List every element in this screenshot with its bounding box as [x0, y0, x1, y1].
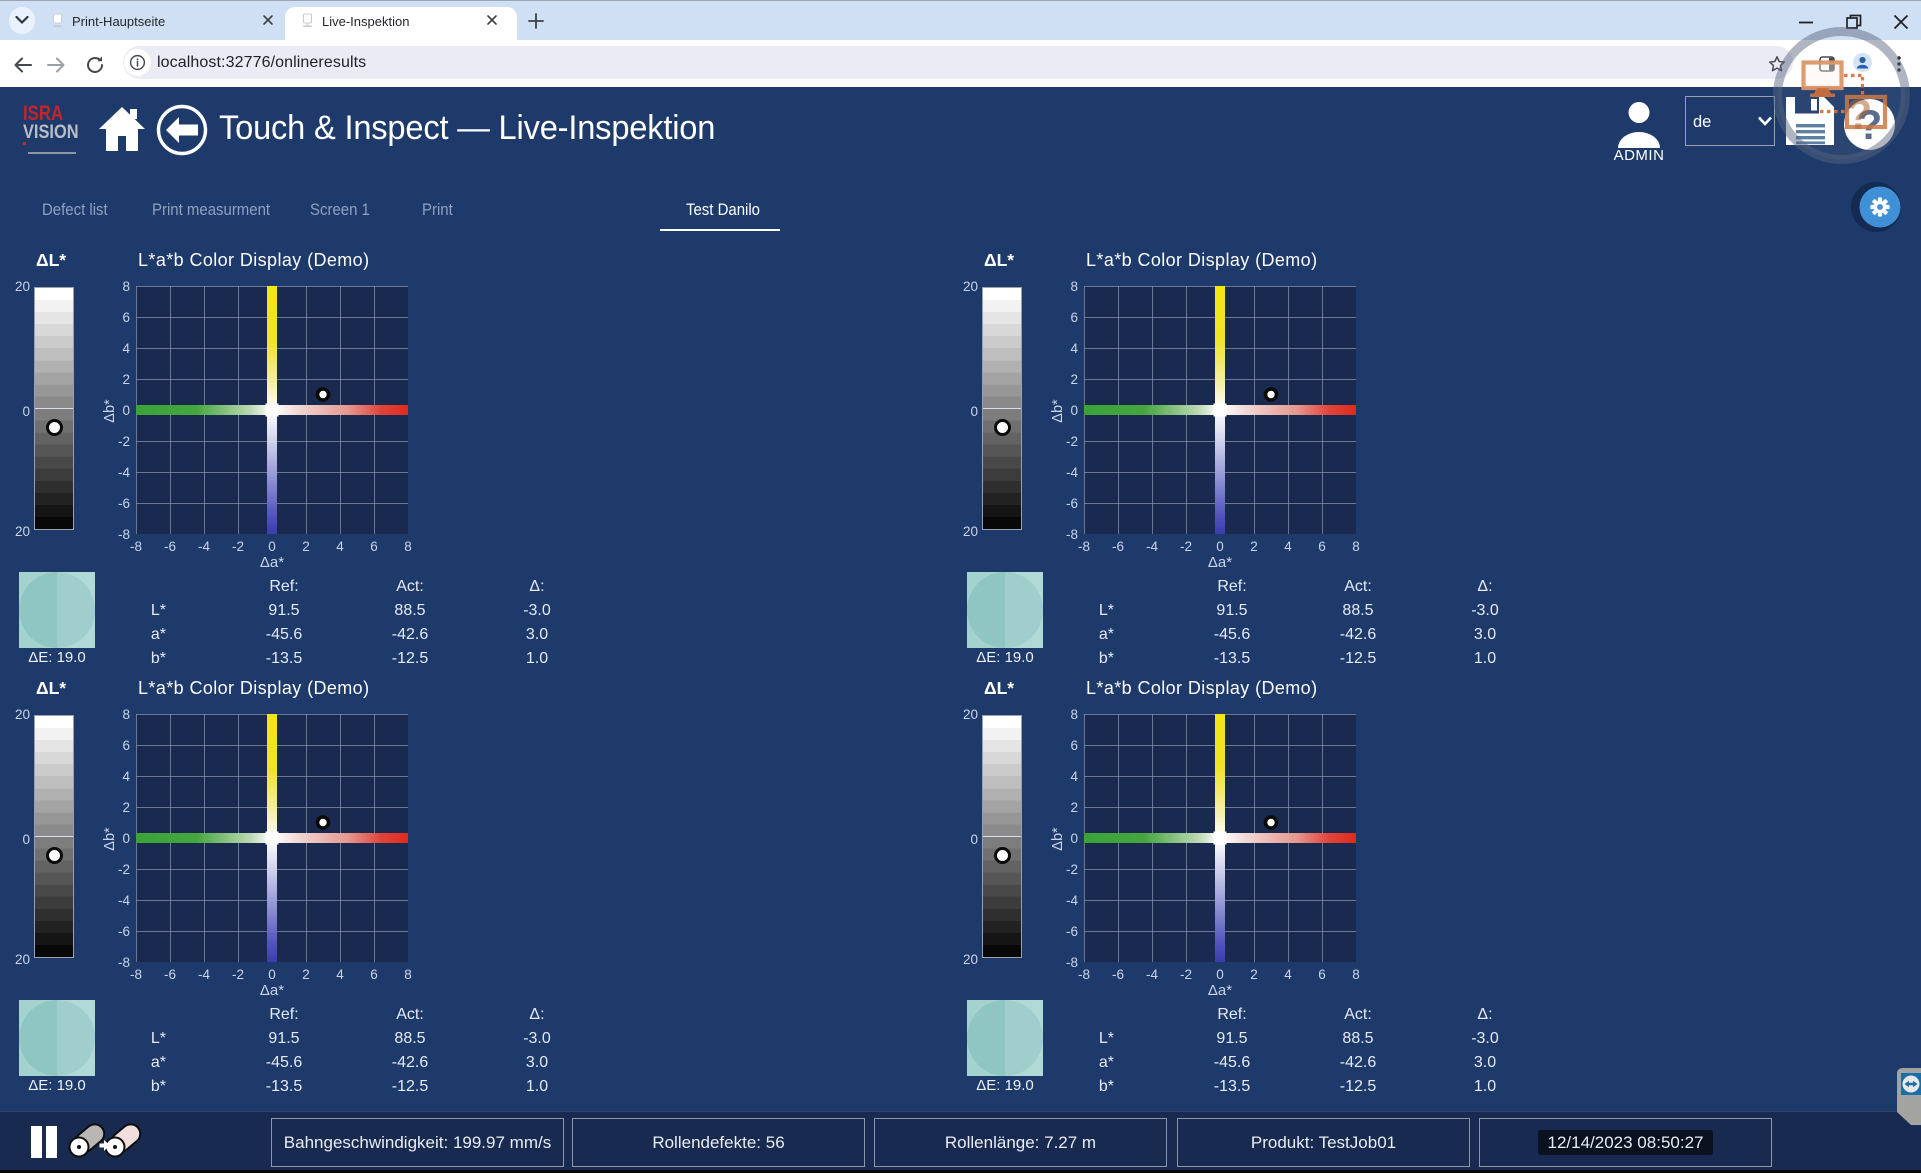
svg-text:?: ?	[1846, 91, 1872, 139]
